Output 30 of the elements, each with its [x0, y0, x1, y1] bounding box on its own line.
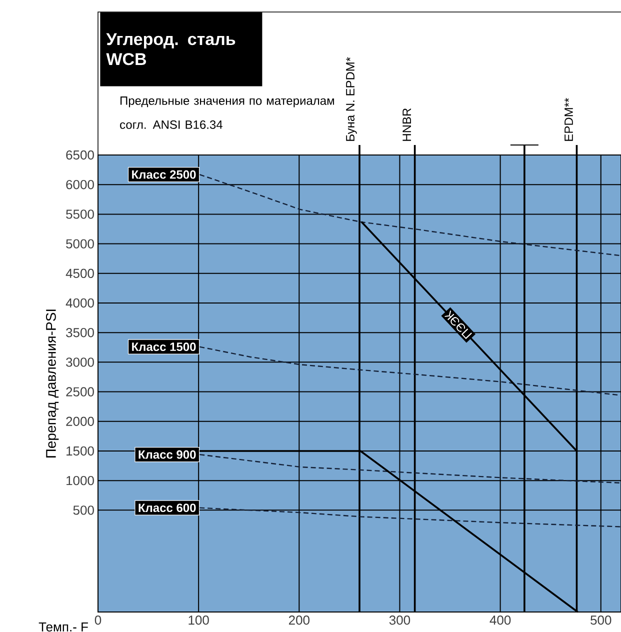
y-tick-label: 500 — [73, 506, 94, 515]
ref-line-label: EPDM** — [564, 98, 573, 141]
series-label: Класс 600 — [138, 504, 196, 512]
chart-title: Углерод. сталь WCB — [106, 33, 236, 66]
y-tick-label: 1000 — [66, 476, 94, 486]
y-tick-label: 5500 — [66, 210, 94, 219]
y-tick-label: 3500 — [66, 328, 94, 338]
x-tick-label: 0 — [94, 616, 102, 625]
series-label: Класс 2500 — [132, 170, 196, 179]
x-tick-label: 400 — [490, 616, 511, 625]
x-tick-label: 100 — [188, 616, 209, 625]
x-tick-label: 300 — [389, 616, 410, 625]
x-tick-label: 200 — [288, 616, 310, 625]
series-label: Класс 1500 — [132, 342, 196, 352]
y-tick-label: 6000 — [66, 180, 94, 190]
chart-subtitle: Предельные значения по материалам согл. ANSI B16.34 — [120, 96, 334, 129]
y-tick-label: 6500 — [66, 150, 94, 160]
y-tick-label: 1500 — [66, 446, 94, 456]
y-tick-label: 4500 — [66, 268, 94, 278]
series-label: Класс 900 — [138, 450, 196, 459]
y-tick-label: 2500 — [66, 387, 94, 396]
y-axis-title: Перепад давления-PSI — [46, 310, 59, 458]
y-tick-label: 2000 — [66, 416, 94, 426]
ref-line-label: Буна N. EPDM* — [346, 57, 357, 141]
x-tick-label: 500 — [590, 616, 612, 625]
x-axis-title: Темп.- F — [38, 622, 88, 632]
y-tick-label: 3000 — [66, 358, 94, 367]
ref-line-label: HNBR — [402, 108, 411, 141]
y-tick-label: 4000 — [66, 298, 94, 308]
y-tick-label: 5000 — [66, 239, 94, 248]
